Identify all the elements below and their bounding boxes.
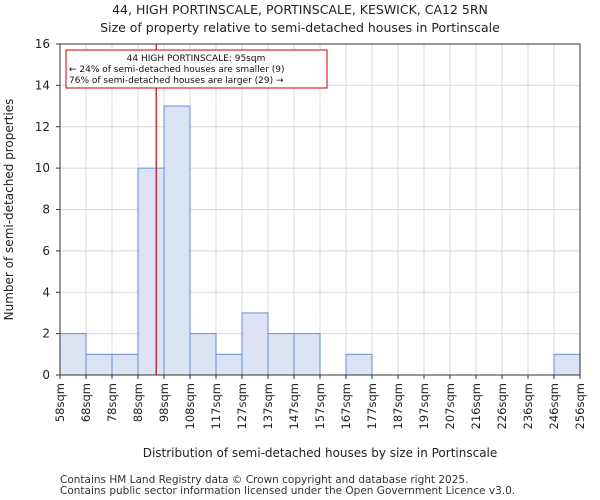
x-tick-label: 197sqm <box>417 383 431 429</box>
bar <box>59 333 87 376</box>
x-tick-label: 137sqm <box>261 383 275 429</box>
y-tick-label: 0 <box>42 368 50 382</box>
annotation-border <box>65 49 328 89</box>
y-axis-label: Number of semi-detached properties <box>2 99 16 321</box>
x-tick-label: 88sqm <box>131 383 145 422</box>
x-tick-label: 216sqm <box>469 383 483 429</box>
x-tick-label: 207sqm <box>443 383 457 429</box>
x-tick-label: 177sqm <box>365 383 379 429</box>
x-axis-label: Distribution of semi-detached houses by … <box>143 446 498 460</box>
x-tick-label: 167sqm <box>339 383 353 429</box>
y-tick-label: 10 <box>35 161 50 175</box>
bar <box>293 333 321 376</box>
bar <box>241 312 269 376</box>
annotation-line-3: 76% of semi-detached houses are larger (… <box>69 76 284 86</box>
bar <box>163 105 191 376</box>
x-tick-label: 98sqm <box>157 383 171 422</box>
y-tick-label: 2 <box>42 327 50 341</box>
y-tick-label: 16 <box>35 37 50 51</box>
y-tick-label: 8 <box>42 203 50 217</box>
annotation-line-2: ← 24% of semi-detached houses are smalle… <box>69 65 285 75</box>
x-tick-label: 147sqm <box>287 383 301 429</box>
bar <box>345 353 373 376</box>
x-tick-label: 58sqm <box>53 383 67 422</box>
footer-copyright: Contains HM Land Registry data © Crown c… <box>60 474 469 486</box>
x-tick-label: 226sqm <box>495 383 509 429</box>
x-ticks: 58sqm 68sqm 78sqm 88sqm 98sqm 108sqm 117sqm 127… <box>53 375 587 429</box>
bar <box>85 353 113 376</box>
chart-subtitle: Size of property relative to semi-detach… <box>100 20 500 35</box>
x-tick-label: 127sqm <box>235 383 249 429</box>
y-ticks: 0 2 4 6 8 10 12 14 16 <box>35 37 60 382</box>
x-tick-label: 78sqm <box>105 383 119 422</box>
bar <box>553 353 581 376</box>
x-tick-label: 236sqm <box>521 383 535 429</box>
x-tick-label: 256sqm <box>573 383 587 429</box>
histogram-chart: 0 2 4 6 8 10 12 14 16 58sqm 68sqm 78sqm 88sqm 98sqm 1… <box>2 37 587 460</box>
bar <box>189 333 217 376</box>
bar <box>267 333 295 376</box>
x-tick-label: 187sqm <box>391 383 405 429</box>
y-tick-label: 12 <box>35 120 50 134</box>
bar <box>111 353 139 376</box>
bar <box>215 353 243 376</box>
annotation-box: 44 HIGH PORTINSCALE: 95sqm ← 24% of semi… <box>65 49 328 89</box>
bar <box>137 167 165 376</box>
bars <box>59 105 581 376</box>
annotation-line-1: 44 HIGH PORTINSCALE: 95sqm <box>127 54 266 64</box>
x-tick-label: 108sqm <box>183 383 197 429</box>
y-tick-label: 6 <box>42 244 50 258</box>
footer-licence: Contains public sector information licen… <box>60 485 516 497</box>
chart-title: 44, HIGH PORTINSCALE, PORTINSCALE, KESWI… <box>112 2 488 17</box>
y-tick-label: 4 <box>42 285 50 299</box>
x-tick-label: 117sqm <box>209 383 223 429</box>
x-tick-label: 68sqm <box>79 383 93 422</box>
y-tick-label: 14 <box>35 78 50 92</box>
x-tick-label: 157sqm <box>313 383 327 429</box>
x-tick-label: 246sqm <box>547 383 561 429</box>
